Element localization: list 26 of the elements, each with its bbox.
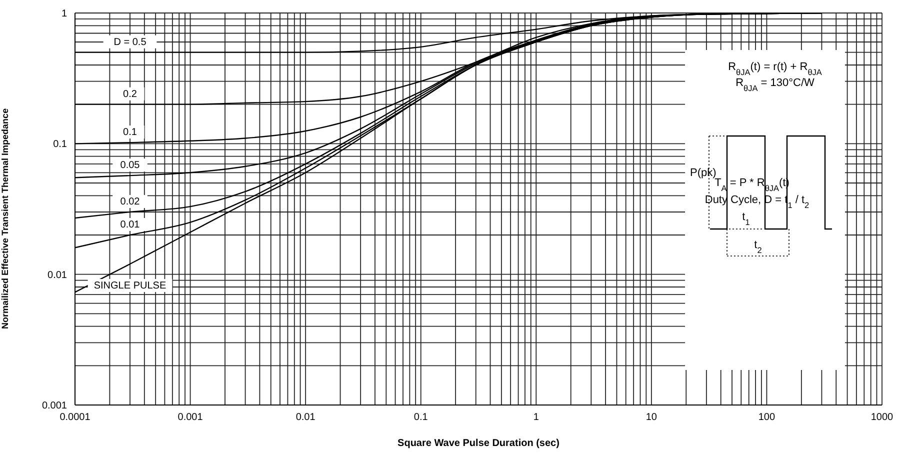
series-label: SINGLE PULSE — [94, 280, 166, 292]
annotation: t$_{2}$ — [754, 239, 762, 254]
y-tick-label: 0.1 — [53, 139, 68, 150]
series-label: 0.2 — [123, 88, 138, 100]
series-label: D = 0.5 — [114, 36, 147, 48]
x-tick-label: 10 — [646, 412, 658, 424]
y-tick-label: 0.01 — [48, 270, 68, 281]
y-tick-label: 1 — [61, 8, 68, 20]
y-tick-label: 0.001 — [42, 400, 68, 412]
x-tick-label: 0.001 — [178, 412, 204, 424]
x-tick-label: 1000 — [870, 412, 894, 424]
x-tick-label: 0.01 — [296, 412, 316, 424]
x-tick-label: 0.1 — [414, 412, 428, 424]
series-label: 0.05 — [120, 160, 140, 172]
series-label: 0.01 — [120, 220, 140, 231]
x-tick-label: 1 — [533, 412, 540, 424]
annotation: t$_{1}$ — [742, 211, 750, 226]
annotation: R$_{θJA}$(t) = r(t) + R$_{θJA}$ — [728, 61, 822, 76]
y-axis-title: Normailized Effective Transient Thermal Impedance — [0, 108, 10, 329]
x-axis-title: Square Wave Pulse Duration (sec) — [398, 438, 560, 449]
annotation: R$_{θJA}$ = 130°C/W — [736, 77, 816, 92]
annotation: P(pk) — [690, 167, 716, 179]
series-label: 0.02 — [120, 196, 140, 208]
series-label: 0.1 — [123, 127, 138, 138]
x-tick-label: 100 — [758, 412, 776, 424]
x-tick-label: 0.0001 — [60, 412, 91, 424]
